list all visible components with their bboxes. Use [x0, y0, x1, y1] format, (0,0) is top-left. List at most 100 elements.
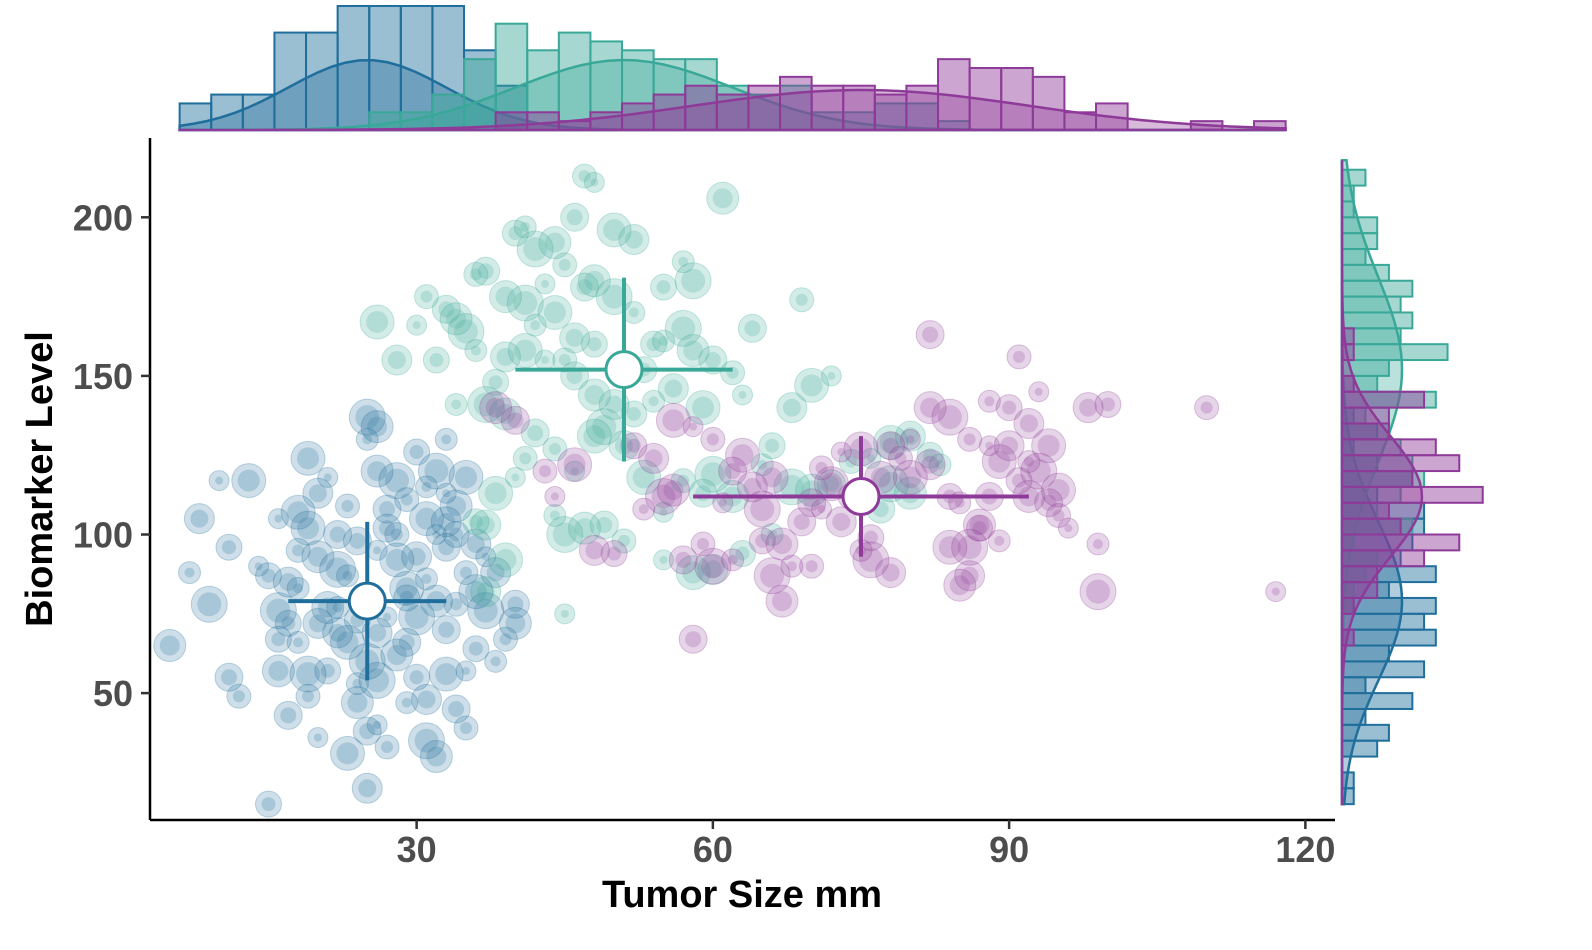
data-point [611, 528, 637, 554]
data-point [552, 347, 578, 373]
data-point [340, 686, 374, 720]
data-point [190, 585, 228, 623]
data-point [274, 609, 302, 637]
data-point [632, 497, 656, 521]
data-point [620, 432, 648, 460]
mean-marker [288, 521, 447, 681]
data-point [290, 510, 326, 546]
data-point [1265, 581, 1287, 603]
data-point [443, 591, 469, 617]
data-point [1046, 502, 1071, 528]
mean-point [347, 581, 387, 621]
data-point [453, 560, 479, 586]
data-point [873, 425, 909, 461]
data-point [760, 523, 784, 547]
data-point [642, 389, 666, 413]
data-point [600, 540, 628, 568]
data-point [183, 503, 215, 535]
data-point [366, 714, 388, 736]
data-point [425, 524, 447, 546]
data-point [335, 493, 360, 519]
mean-point [841, 476, 881, 516]
data-point [408, 722, 445, 760]
y-axis-title: Biomarker Level [19, 331, 61, 627]
data-point [359, 304, 395, 340]
data-point [729, 540, 756, 568]
data-point [698, 345, 728, 375]
data-point [379, 542, 415, 578]
data-point [255, 562, 282, 590]
data-point [360, 410, 394, 444]
data-point [830, 441, 852, 463]
data-point [323, 520, 353, 550]
data-point [542, 436, 568, 462]
data-point [755, 460, 789, 494]
hist-bar [621, 49, 655, 131]
data-point [455, 660, 477, 682]
hist-bar [336, 5, 371, 131]
scatter-points [153, 163, 1287, 818]
data-point [664, 309, 702, 347]
mean-point [604, 350, 644, 390]
data-point [737, 313, 767, 343]
data-point [401, 541, 433, 573]
group-mean-markers [288, 277, 1029, 681]
data-point [981, 444, 1017, 480]
data-point [1094, 390, 1122, 418]
data-point [578, 534, 610, 566]
data-point [932, 529, 968, 565]
hist-bar [1031, 75, 1066, 131]
data-point [439, 489, 473, 523]
data-point [415, 475, 438, 499]
data-point [498, 606, 532, 640]
data-point [676, 334, 710, 368]
data-point [1041, 472, 1076, 508]
data-point [987, 529, 1011, 553]
data-point [620, 400, 648, 428]
data-point [409, 501, 444, 537]
data-point [758, 432, 786, 460]
data-point [226, 683, 252, 709]
data-point [272, 566, 304, 598]
data-point [384, 522, 410, 548]
data-point [838, 449, 864, 475]
data-point [875, 557, 907, 589]
data-point [479, 391, 513, 425]
data-point [478, 475, 514, 511]
data-point [411, 683, 442, 715]
data-point [406, 314, 428, 336]
data-point [431, 615, 461, 645]
data-point [645, 477, 682, 515]
data-point [504, 466, 526, 488]
data-point [876, 431, 906, 461]
data-point [431, 294, 461, 324]
data-point [415, 567, 438, 591]
data-point [559, 322, 591, 354]
data-point [915, 320, 945, 350]
data-point [743, 490, 781, 528]
y-tick-label: 150 [73, 356, 133, 397]
data-point [564, 460, 586, 482]
data-point [153, 629, 187, 663]
data-point [534, 349, 556, 371]
data-point [431, 532, 461, 562]
data-point [471, 256, 501, 286]
data-point [378, 462, 416, 500]
data-point [489, 397, 522, 431]
data-point [374, 734, 400, 760]
data-point [552, 252, 578, 278]
data-point [500, 589, 530, 619]
data-point [322, 617, 354, 649]
data-point [706, 181, 740, 215]
data-point [653, 501, 674, 523]
data-point [259, 592, 297, 630]
data-point [470, 509, 502, 541]
data-point [1079, 573, 1117, 611]
data-point [352, 716, 382, 746]
data-point [700, 426, 726, 452]
data-point [1057, 517, 1079, 539]
data-point [736, 471, 768, 503]
data-point [462, 508, 490, 536]
data-point [690, 531, 716, 557]
data-point [694, 547, 732, 585]
